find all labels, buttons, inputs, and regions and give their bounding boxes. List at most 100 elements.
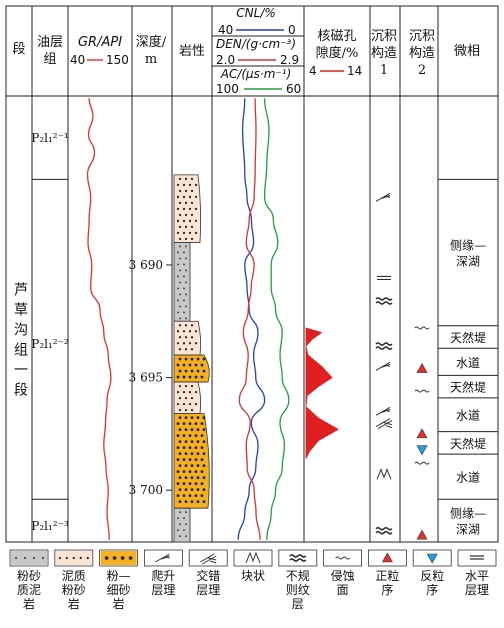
lithology-bed: [173, 354, 210, 383]
lithology-dot: [202, 500, 206, 504]
lithology-dot: [188, 402, 192, 406]
header-duan: 段: [12, 42, 25, 57]
legend-label: 序: [381, 582, 393, 597]
lithology-dot: [190, 225, 194, 228]
header-cnl-title: CNL/%: [236, 6, 276, 20]
cross-bedding-icon: [375, 418, 393, 430]
legend-dot: [65, 556, 68, 560]
lithology-dot: [188, 446, 192, 450]
legend-fill: [11, 551, 47, 565]
lithology-dot: [202, 488, 206, 492]
legend-dot: [79, 556, 82, 560]
microfacies-label: 侧缘—: [450, 507, 486, 521]
lithology-dot: [183, 275, 185, 278]
lithology-dot: [200, 494, 204, 498]
climbing-bedding-icon: [375, 406, 391, 416]
legend-label: 岩: [113, 596, 125, 611]
header-cnl-min: 40: [218, 23, 233, 37]
lithology-dot: [176, 219, 180, 222]
lithology-dot: [184, 237, 188, 240]
lithology-dot: [183, 287, 185, 290]
lithology-dot: [176, 390, 180, 394]
lithology-dot: [177, 299, 179, 302]
header-lithology: 岩性: [179, 44, 205, 59]
lithology-dot: [190, 324, 194, 327]
header-ac-max: 60: [286, 82, 301, 96]
lithology-dot: [182, 494, 186, 498]
lithology-dot: [178, 336, 182, 339]
lithology-dot: [196, 369, 200, 373]
lithology-dot: [176, 446, 180, 450]
lithology-dot: [183, 517, 185, 520]
lithology-dot: [178, 213, 182, 216]
lithology-dot: [196, 416, 200, 420]
lithology-dot: [182, 390, 186, 394]
lithology-dot: [178, 237, 182, 240]
lithology-dot: [202, 476, 206, 480]
lithology-dot: [202, 369, 206, 373]
lithology-dot: [202, 440, 206, 444]
legend-label: 面: [337, 583, 349, 597]
lithology-dot: [188, 458, 192, 462]
lithology-dot: [178, 324, 182, 327]
legend-label: 细砂: [107, 583, 131, 597]
irregular-lamination-icon: [375, 526, 393, 535]
legend-dot: [120, 556, 125, 560]
lithology-dot: [178, 440, 182, 444]
lithology-dot: [176, 195, 180, 198]
lithology-dot: [178, 500, 182, 504]
lithology-dot: [184, 177, 188, 180]
lithology-dot: [188, 390, 192, 394]
header-sed2-3: 2: [418, 63, 426, 78]
lithology-dot: [190, 408, 194, 412]
header-den-title: DEN/(g·cm⁻³): [216, 37, 296, 51]
lithology-dot: [184, 500, 188, 504]
lithology-dot: [177, 263, 179, 266]
lithology-dot: [190, 416, 194, 420]
lithology-dot: [194, 446, 198, 450]
lithology-dot: [190, 440, 194, 444]
lithology-dot: [182, 231, 186, 234]
oil-layer-label-1: P₂l₁²⁻¹: [31, 131, 69, 145]
lithology-dot: [190, 500, 194, 504]
header-nmr-min: 4: [309, 64, 317, 78]
lithology-dot: [190, 357, 194, 361]
header-micro: 微相: [454, 44, 480, 59]
lithology-dot: [182, 434, 186, 438]
lithology-dot: [184, 440, 188, 444]
legend-label: 爬升: [151, 569, 175, 583]
legend-label: 块状: [241, 569, 265, 583]
legend-dot: [24, 557, 26, 559]
lithology-dot: [182, 219, 186, 222]
lithology-dot: [194, 183, 198, 186]
lithology-dot: [188, 434, 192, 438]
lithology-dot: [183, 299, 185, 302]
depth-tick-label: 3 690: [129, 258, 163, 272]
lithology-dot: [177, 529, 179, 532]
lithology-dot: [182, 375, 186, 379]
lithology-dot: [178, 464, 182, 468]
lithology-dot: [176, 330, 180, 333]
lithology-dot: [202, 464, 206, 468]
lithology-dot: [178, 357, 182, 361]
lithology-dot: [178, 189, 182, 192]
lithology-bed: [173, 174, 202, 243]
lithology-dot: [202, 428, 206, 432]
lithology-dot: [190, 237, 194, 240]
legend-label: 层: [292, 597, 304, 611]
lithology-dot: [188, 231, 192, 234]
header-sed1-1: 沉积: [371, 29, 397, 44]
lithology-dot: [184, 369, 188, 373]
irregular-lamination-icon: [375, 342, 393, 350]
microfacies-label: 天然堤: [450, 380, 486, 395]
climbing-bedding-icon: [375, 192, 391, 202]
horizontal-bedding-icon: [470, 555, 484, 560]
lithology-dot: [188, 207, 192, 210]
lithology-dot: [182, 470, 186, 474]
lithology-dot: [184, 201, 188, 204]
legend-dot: [15, 557, 17, 559]
lithology-dot: [184, 384, 188, 388]
legend-swatch: [457, 549, 497, 567]
lithology-column: [173, 174, 210, 543]
lithology-dot: [177, 287, 179, 290]
